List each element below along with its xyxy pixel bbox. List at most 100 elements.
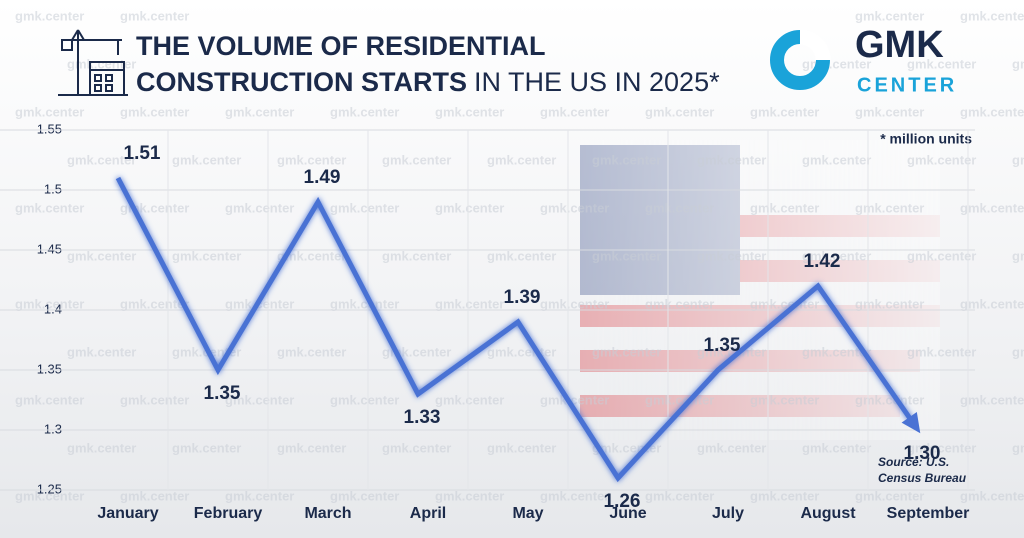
x-tick-label: February bbox=[194, 505, 263, 522]
title-rest: IN THE US IN 2025* bbox=[474, 67, 720, 97]
watermark: gmk.center bbox=[435, 200, 504, 215]
watermark: gmk.center bbox=[15, 8, 84, 23]
title-line-1: THE VOLUME OF RESIDENTIAL bbox=[136, 31, 546, 61]
watermark: gmk.center bbox=[382, 440, 451, 455]
source-line-1: Source: U.S. bbox=[878, 455, 949, 469]
y-tick-label: 1.3 bbox=[44, 421, 62, 436]
watermark: gmk.center bbox=[645, 392, 714, 407]
data-label: 1.35 bbox=[704, 335, 741, 356]
watermark: gmk.center bbox=[592, 344, 661, 359]
logo-name: GMK bbox=[855, 24, 944, 66]
watermark: gmk.center bbox=[750, 296, 819, 311]
header-icon bbox=[58, 29, 128, 96]
watermark: gmk.center bbox=[15, 296, 84, 311]
watermark: gmk.center bbox=[277, 152, 346, 167]
watermark: gmk.center bbox=[645, 488, 714, 503]
watermark: gmk.center bbox=[225, 488, 294, 503]
x-tick-label: July bbox=[712, 505, 744, 522]
watermark: gmk.center bbox=[225, 392, 294, 407]
data-label: 1.51 bbox=[124, 143, 161, 164]
watermark: gmk.center bbox=[487, 248, 556, 263]
watermark: gmk.center bbox=[120, 104, 189, 119]
title-line-2: CONSTRUCTION STARTS IN THE US IN 2025* bbox=[136, 67, 720, 97]
watermark: gmk.center bbox=[277, 440, 346, 455]
watermark: gmk.center bbox=[1012, 248, 1024, 263]
title-bold: CONSTRUCTION STARTS bbox=[136, 67, 467, 97]
data-label: 1.30 bbox=[904, 443, 941, 464]
watermark: gmk.center bbox=[960, 104, 1024, 119]
y-tick-label: 1.25 bbox=[37, 481, 62, 496]
x-tick-label: May bbox=[512, 505, 543, 522]
data-label: 1.35 bbox=[204, 383, 241, 404]
watermark: gmk.center bbox=[225, 200, 294, 215]
watermark: gmk.center bbox=[907, 56, 976, 71]
watermark: gmk.center bbox=[330, 104, 399, 119]
watermark: gmk.center bbox=[645, 200, 714, 215]
watermark: gmk.center bbox=[750, 104, 819, 119]
watermark: gmk.center bbox=[645, 296, 714, 311]
watermark: gmk.center bbox=[435, 296, 504, 311]
watermark: gmk.center bbox=[120, 488, 189, 503]
data-line bbox=[115, 176, 914, 483]
watermark: gmk.center bbox=[120, 8, 189, 23]
x-tick-label: March bbox=[304, 505, 351, 522]
y-tick-label: 1.5 bbox=[44, 181, 62, 196]
watermark: gmk.center bbox=[960, 488, 1024, 503]
watermark: gmk.center bbox=[960, 392, 1024, 407]
watermark: gmk.center bbox=[855, 488, 924, 503]
data-label: 1.49 bbox=[304, 167, 341, 188]
y-tick-label: 1.55 bbox=[37, 121, 62, 136]
watermarks: gmk.center gmk.center gmk.center gmk.center… bbox=[15, 8, 1024, 503]
watermark: gmk.center bbox=[960, 200, 1024, 215]
watermark: gmk.center bbox=[592, 152, 661, 167]
watermark: gmk.center bbox=[330, 392, 399, 407]
watermark: gmk.center bbox=[172, 248, 241, 263]
watermark: gmk.center bbox=[67, 56, 136, 71]
watermark: gmk.center bbox=[1012, 152, 1024, 167]
watermark: gmk.center bbox=[802, 248, 871, 263]
watermark: gmk.center bbox=[592, 248, 661, 263]
watermark: gmk.center bbox=[540, 104, 609, 119]
watermark: gmk.center bbox=[120, 392, 189, 407]
data-label: 1.26 bbox=[604, 491, 641, 512]
watermark: gmk.center bbox=[487, 344, 556, 359]
watermark: gmk.center bbox=[907, 440, 976, 455]
watermark: gmk.center bbox=[487, 440, 556, 455]
watermark: gmk.center bbox=[330, 488, 399, 503]
plot: 1.25 1.3 1.35 1.4 1.45 1.5 1.55 1.51 1.35 1.49 1.3… bbox=[0, 121, 975, 522]
watermark: gmk.center bbox=[855, 296, 924, 311]
watermark: gmk.center bbox=[67, 440, 136, 455]
watermark: gmk.center bbox=[15, 200, 84, 215]
watermark: gmk.center bbox=[855, 8, 924, 23]
watermark: gmk.center bbox=[540, 296, 609, 311]
watermark: gmk.center bbox=[855, 104, 924, 119]
watermark: gmk.center bbox=[697, 152, 766, 167]
watermark: gmk.center bbox=[172, 440, 241, 455]
watermark: gmk.center bbox=[907, 152, 976, 167]
watermark: gmk.center bbox=[1012, 56, 1024, 71]
watermark: gmk.center bbox=[120, 296, 189, 311]
watermark: gmk.center bbox=[330, 200, 399, 215]
watermark: gmk.center bbox=[802, 440, 871, 455]
watermark: gmk.center bbox=[15, 392, 84, 407]
watermark: gmk.center bbox=[697, 440, 766, 455]
y-tick-label: 1.4 bbox=[44, 301, 62, 316]
watermark: gmk.center bbox=[750, 392, 819, 407]
unit-note: * million units bbox=[880, 131, 972, 147]
watermark: gmk.center bbox=[750, 488, 819, 503]
watermark: gmk.center bbox=[907, 344, 976, 359]
watermark: gmk.center bbox=[330, 296, 399, 311]
logo: GMK CENTER bbox=[770, 24, 954, 96]
watermark: gmk.center bbox=[277, 344, 346, 359]
watermark: gmk.center bbox=[277, 248, 346, 263]
watermark: gmk.center bbox=[67, 248, 136, 263]
watermark: gmk.center bbox=[487, 152, 556, 167]
watermark: gmk.center bbox=[540, 200, 609, 215]
x-tick-label: April bbox=[410, 505, 446, 522]
x-tick-label: January bbox=[97, 505, 158, 522]
data-label: 1.39 bbox=[504, 287, 541, 308]
x-tick-label: June bbox=[609, 505, 646, 522]
y-tick-label: 1.45 bbox=[37, 241, 62, 256]
watermark: gmk.center bbox=[435, 488, 504, 503]
